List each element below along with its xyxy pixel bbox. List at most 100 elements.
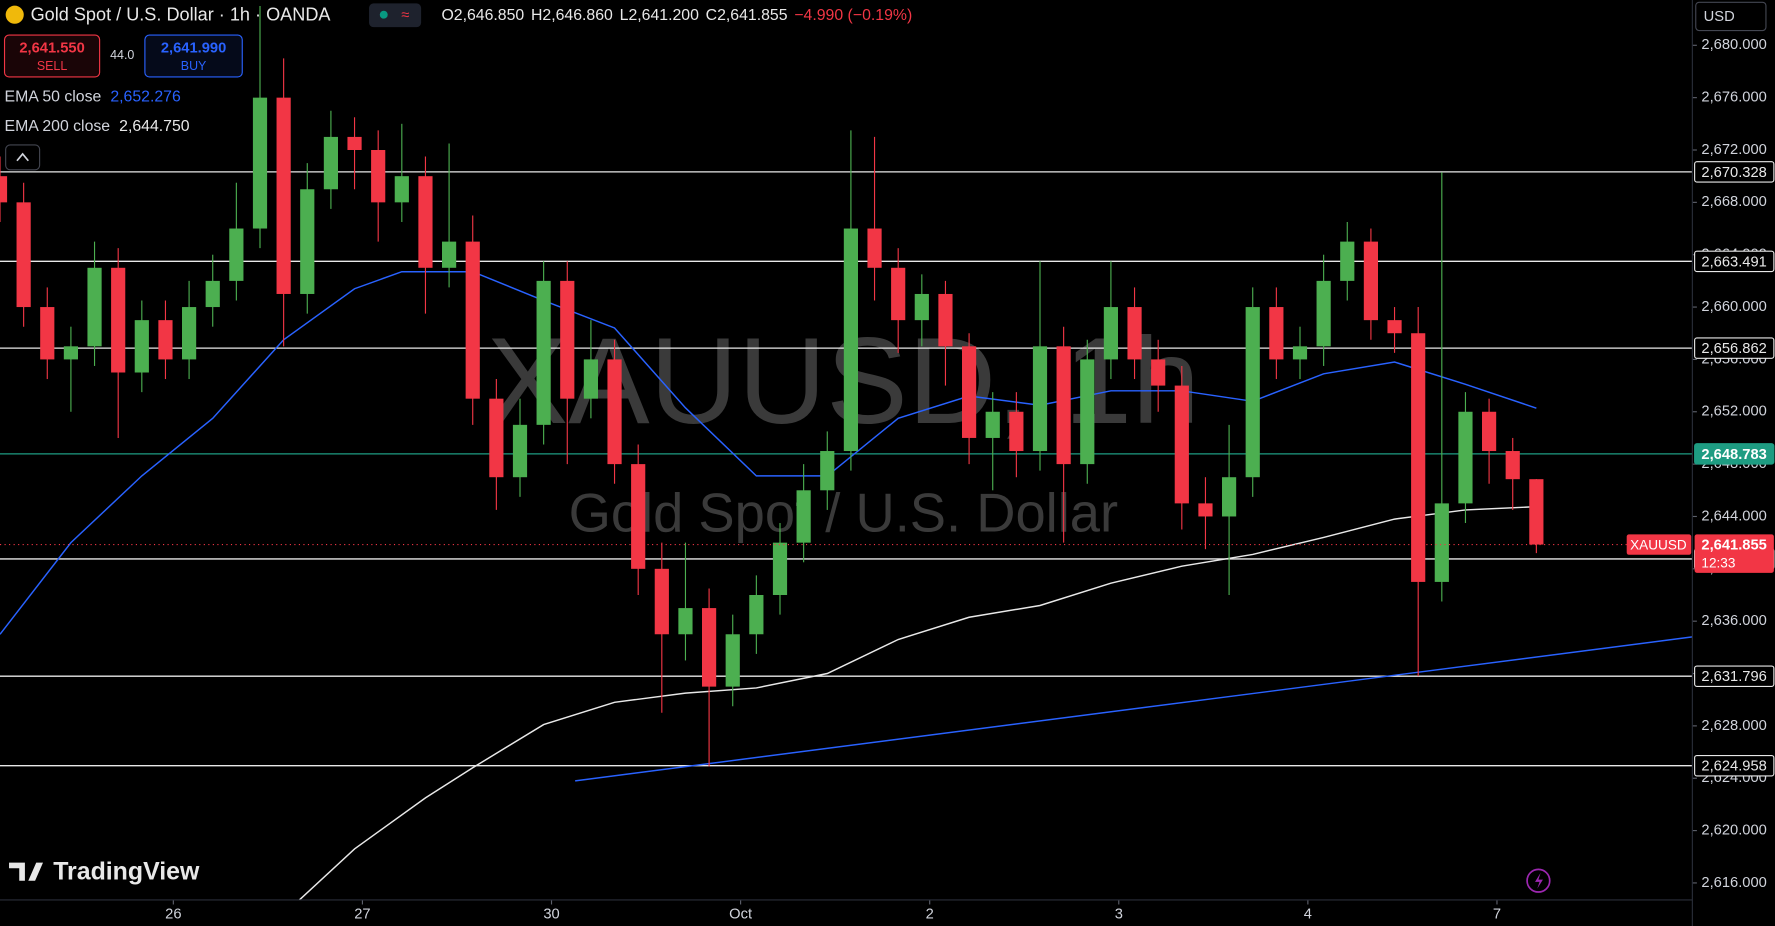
- branding: TradingView: [9, 857, 1551, 893]
- candle-body: [1103, 307, 1118, 360]
- y-tick-label: 2,668.000: [1701, 194, 1766, 210]
- ema-line: [0, 270, 1537, 635]
- x-tick-label: 7: [1493, 907, 1501, 923]
- legend-value: 2,652.276: [110, 89, 181, 106]
- x-tick-label: 27: [354, 907, 370, 923]
- level-tag: [1694, 250, 1775, 273]
- ohlc-value: H2,646.860: [531, 7, 613, 24]
- level-label: 2,656.862: [1701, 341, 1766, 357]
- candle-body: [843, 228, 858, 452]
- candle-body: [0, 176, 8, 203]
- y-tick-label: 2,672.000: [1701, 142, 1766, 158]
- level-tag: [1694, 337, 1775, 359]
- candle-body: [796, 490, 811, 543]
- candle-body: [1056, 346, 1071, 465]
- chart-title: Gold Spot / U.S. Dollar · 1h · OANDA: [31, 5, 332, 25]
- candle-body: [441, 241, 457, 268]
- candle-body: [1481, 411, 1497, 452]
- ohlc-value: C2,641.855: [706, 7, 788, 24]
- last-price-tag: [1694, 534, 1774, 573]
- sell-label: SELL: [37, 59, 68, 73]
- brand-logo: [9, 862, 44, 881]
- candle-body: [465, 241, 480, 399]
- candle-body: [1127, 307, 1142, 360]
- candle-body: [607, 359, 622, 465]
- level-tag: [1694, 443, 1775, 465]
- last-price-label: 2,641.855: [1701, 538, 1766, 554]
- x-tick-label: 3: [1115, 907, 1123, 923]
- sell-price: 2,641.550: [19, 41, 84, 57]
- ohlc-value: L2,641.200: [620, 7, 699, 24]
- candle-body: [985, 411, 1000, 438]
- candle-body: [1174, 385, 1189, 504]
- buy-label: BUY: [181, 59, 207, 73]
- y-tick-label: 2,636.000: [1701, 613, 1766, 629]
- candle-body: [914, 293, 929, 321]
- candle-body: [1458, 411, 1473, 504]
- y-tick-label: 2,680.000: [1701, 37, 1766, 53]
- x-tick-label: 4: [1304, 907, 1312, 923]
- alert-icon[interactable]: [1526, 868, 1551, 893]
- candle-body: [772, 542, 788, 596]
- candle-body: [701, 608, 717, 687]
- candle-body: [678, 608, 693, 635]
- candle-body: [891, 267, 906, 321]
- level-tag: [1694, 665, 1775, 687]
- candle-body: [1009, 411, 1024, 452]
- buy-button[interactable]: [144, 34, 243, 78]
- candle-body: [111, 267, 126, 373]
- status-dot: [379, 10, 388, 19]
- ohlc-value: O2,646.850: [441, 7, 524, 24]
- candle-body: [347, 136, 362, 150]
- currency-button[interactable]: [1695, 1, 1767, 32]
- candle-body: [654, 568, 669, 635]
- candle-body: [938, 293, 953, 347]
- candle-body: [1080, 359, 1095, 465]
- brand: TradingView: [53, 857, 200, 885]
- candle-body: [87, 267, 102, 347]
- candle-body: [229, 228, 244, 281]
- level-label: 2,670.328: [1701, 165, 1766, 181]
- x-tick-label: Oct: [729, 907, 752, 923]
- x-tick-label: 30: [543, 907, 559, 923]
- candle-body: [1340, 241, 1355, 281]
- y-tick-label: 2,660.000: [1701, 299, 1766, 315]
- sell-button[interactable]: [3, 34, 101, 78]
- candle-body: [560, 280, 575, 399]
- symbol-tag: [1626, 534, 1692, 555]
- countdown: 12:33: [1701, 555, 1735, 570]
- y-tick-label: 2,676.000: [1701, 90, 1766, 106]
- candle-body: [1434, 503, 1449, 582]
- collapse-button[interactable]: [5, 144, 41, 171]
- candle-body: [63, 346, 78, 360]
- candle-body: [725, 634, 740, 687]
- trendline: [575, 636, 1693, 782]
- candle-body: [394, 176, 409, 203]
- x-tick-label: 2: [926, 907, 934, 923]
- status-icon: ≈: [401, 8, 409, 24]
- x-tick-label: 26: [165, 907, 181, 923]
- candle-body: [252, 97, 268, 229]
- level-label: 2,648.783: [1701, 447, 1766, 463]
- candle-body: [371, 149, 386, 203]
- legend-name: EMA 200 close: [5, 118, 111, 135]
- ohlc-value: −4.990 (−0.19%): [794, 7, 912, 24]
- candle-body: [1316, 280, 1331, 347]
- candle-body: [536, 280, 551, 425]
- status-badge[interactable]: [369, 3, 422, 28]
- candle-body: [40, 307, 55, 360]
- symbol-icon: [5, 5, 24, 24]
- candle-body: [1269, 307, 1284, 360]
- candle-body: [1198, 503, 1213, 517]
- candle-body: [749, 595, 764, 635]
- candle-body: [1505, 451, 1520, 480]
- candle-body: [631, 464, 646, 569]
- level-label: 2,624.958: [1701, 759, 1766, 775]
- ema-line: [298, 505, 1537, 901]
- legend-name: EMA 50 close: [5, 89, 102, 106]
- candle-body: [1529, 479, 1544, 545]
- currency: USD: [1704, 9, 1735, 25]
- legend: EMA 50 close 2,652.276 EMA 200 close 2,644.…: [5, 89, 190, 135]
- symbol-label: XAUUSD: [1630, 537, 1687, 552]
